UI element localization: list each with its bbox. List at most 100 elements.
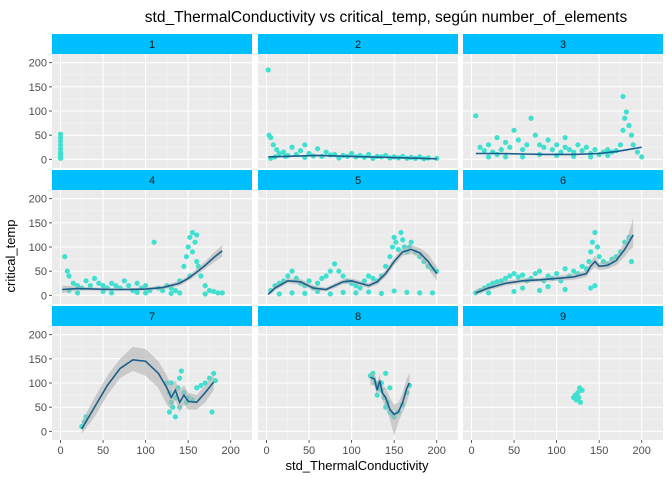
data-point bbox=[96, 280, 102, 286]
data-point bbox=[280, 149, 287, 155]
data-point bbox=[378, 290, 385, 296]
data-point bbox=[393, 239, 399, 245]
data-point bbox=[536, 268, 543, 274]
data-point bbox=[314, 280, 321, 286]
data-point bbox=[571, 149, 577, 155]
panel-marks bbox=[367, 370, 413, 437]
data-point bbox=[622, 115, 628, 121]
y-tick-label: 50 bbox=[35, 266, 47, 278]
y-axis-title: critical_temp bbox=[3, 220, 18, 293]
data-point bbox=[575, 390, 581, 396]
data-point bbox=[181, 263, 187, 269]
facet-strip bbox=[52, 170, 252, 190]
facet-strip bbox=[463, 170, 663, 190]
facet-strip-label: 8 bbox=[355, 311, 361, 323]
data-point bbox=[592, 229, 598, 236]
data-point bbox=[70, 280, 76, 286]
data-point bbox=[198, 273, 204, 279]
data-point bbox=[389, 244, 396, 250]
data-point bbox=[340, 273, 346, 279]
data-point bbox=[57, 142, 64, 148]
data-point bbox=[592, 147, 598, 153]
smooth-line bbox=[267, 248, 438, 295]
panel-marks bbox=[571, 385, 585, 405]
data-point bbox=[502, 275, 509, 281]
facet-panel-7: 7 0 50 100 150 200 0 50 100 150 200 bbox=[29, 306, 252, 457]
data-point bbox=[583, 144, 590, 150]
data-point bbox=[502, 139, 509, 145]
data-point bbox=[536, 142, 543, 148]
data-point bbox=[596, 254, 602, 260]
y-tick-label: 150 bbox=[29, 218, 47, 230]
data-point bbox=[554, 142, 560, 148]
data-point bbox=[215, 290, 221, 296]
data-point bbox=[183, 254, 190, 260]
y-tick-label: 100 bbox=[29, 106, 47, 118]
data-point bbox=[121, 278, 127, 284]
data-point bbox=[340, 289, 346, 296]
data-point bbox=[177, 375, 183, 381]
data-point bbox=[202, 291, 208, 297]
smooth-line bbox=[475, 234, 634, 294]
data-point bbox=[274, 147, 280, 153]
data-point bbox=[620, 127, 626, 133]
data-point bbox=[623, 109, 630, 115]
facet-strip-label: 1 bbox=[149, 39, 155, 51]
data-point bbox=[194, 385, 200, 391]
data-point bbox=[511, 288, 517, 295]
smooth-line bbox=[370, 376, 411, 416]
data-point bbox=[349, 150, 355, 157]
panel-marks bbox=[62, 229, 225, 297]
x-tick-label: 200 bbox=[222, 445, 240, 457]
data-point bbox=[554, 152, 560, 159]
data-point bbox=[507, 273, 513, 279]
data-point bbox=[630, 142, 636, 148]
data-point bbox=[276, 150, 282, 157]
data-point bbox=[289, 268, 295, 274]
data-point bbox=[594, 244, 601, 250]
data-point bbox=[83, 278, 89, 284]
y-tick-label: 0 bbox=[41, 426, 47, 438]
data-point bbox=[206, 287, 213, 294]
data-point bbox=[528, 115, 534, 121]
data-point bbox=[383, 263, 389, 269]
facet-panel-4: 4 0 50 100 150 200 bbox=[29, 170, 252, 304]
data-point bbox=[532, 270, 538, 277]
data-point bbox=[485, 142, 492, 148]
data-point bbox=[639, 154, 645, 160]
smooth-line bbox=[475, 146, 642, 156]
data-point bbox=[185, 244, 191, 250]
y-tick-label: 200 bbox=[29, 194, 47, 206]
x-axis-title: std_ThermalConductivity bbox=[285, 458, 429, 473]
facet-strip bbox=[258, 170, 458, 190]
x-tick-label: 50 bbox=[97, 445, 109, 457]
data-point bbox=[353, 290, 359, 296]
y-tick-label: 150 bbox=[29, 82, 47, 94]
data-point bbox=[511, 127, 517, 133]
data-point bbox=[541, 144, 547, 150]
data-point bbox=[265, 67, 271, 73]
data-point bbox=[628, 258, 635, 265]
data-point bbox=[620, 93, 626, 100]
y-tick-label: 100 bbox=[29, 378, 47, 390]
y-tick-label: 0 bbox=[41, 154, 47, 166]
panel-marks bbox=[265, 67, 440, 162]
data-point bbox=[113, 283, 119, 289]
panel-marks bbox=[473, 93, 645, 160]
data-point bbox=[172, 287, 179, 294]
x-tick-label: 0 bbox=[263, 445, 269, 457]
data-point bbox=[498, 147, 504, 153]
data-point bbox=[289, 144, 295, 150]
data-point bbox=[507, 144, 513, 150]
confidence-ribbon bbox=[370, 373, 410, 437]
data-point bbox=[562, 286, 568, 293]
data-point bbox=[494, 151, 500, 158]
panel-marks bbox=[473, 218, 635, 296]
data-point bbox=[192, 239, 198, 245]
data-point bbox=[579, 148, 585, 154]
data-point bbox=[177, 290, 183, 296]
data-point bbox=[306, 150, 312, 157]
facet-panels: 1 0 50 100 150 200 2 3 4 0 50 100 150 200 5 6 7 0 50 100 150… bbox=[29, 34, 663, 457]
data-point bbox=[473, 113, 479, 119]
y-tick-label: 50 bbox=[35, 130, 47, 142]
